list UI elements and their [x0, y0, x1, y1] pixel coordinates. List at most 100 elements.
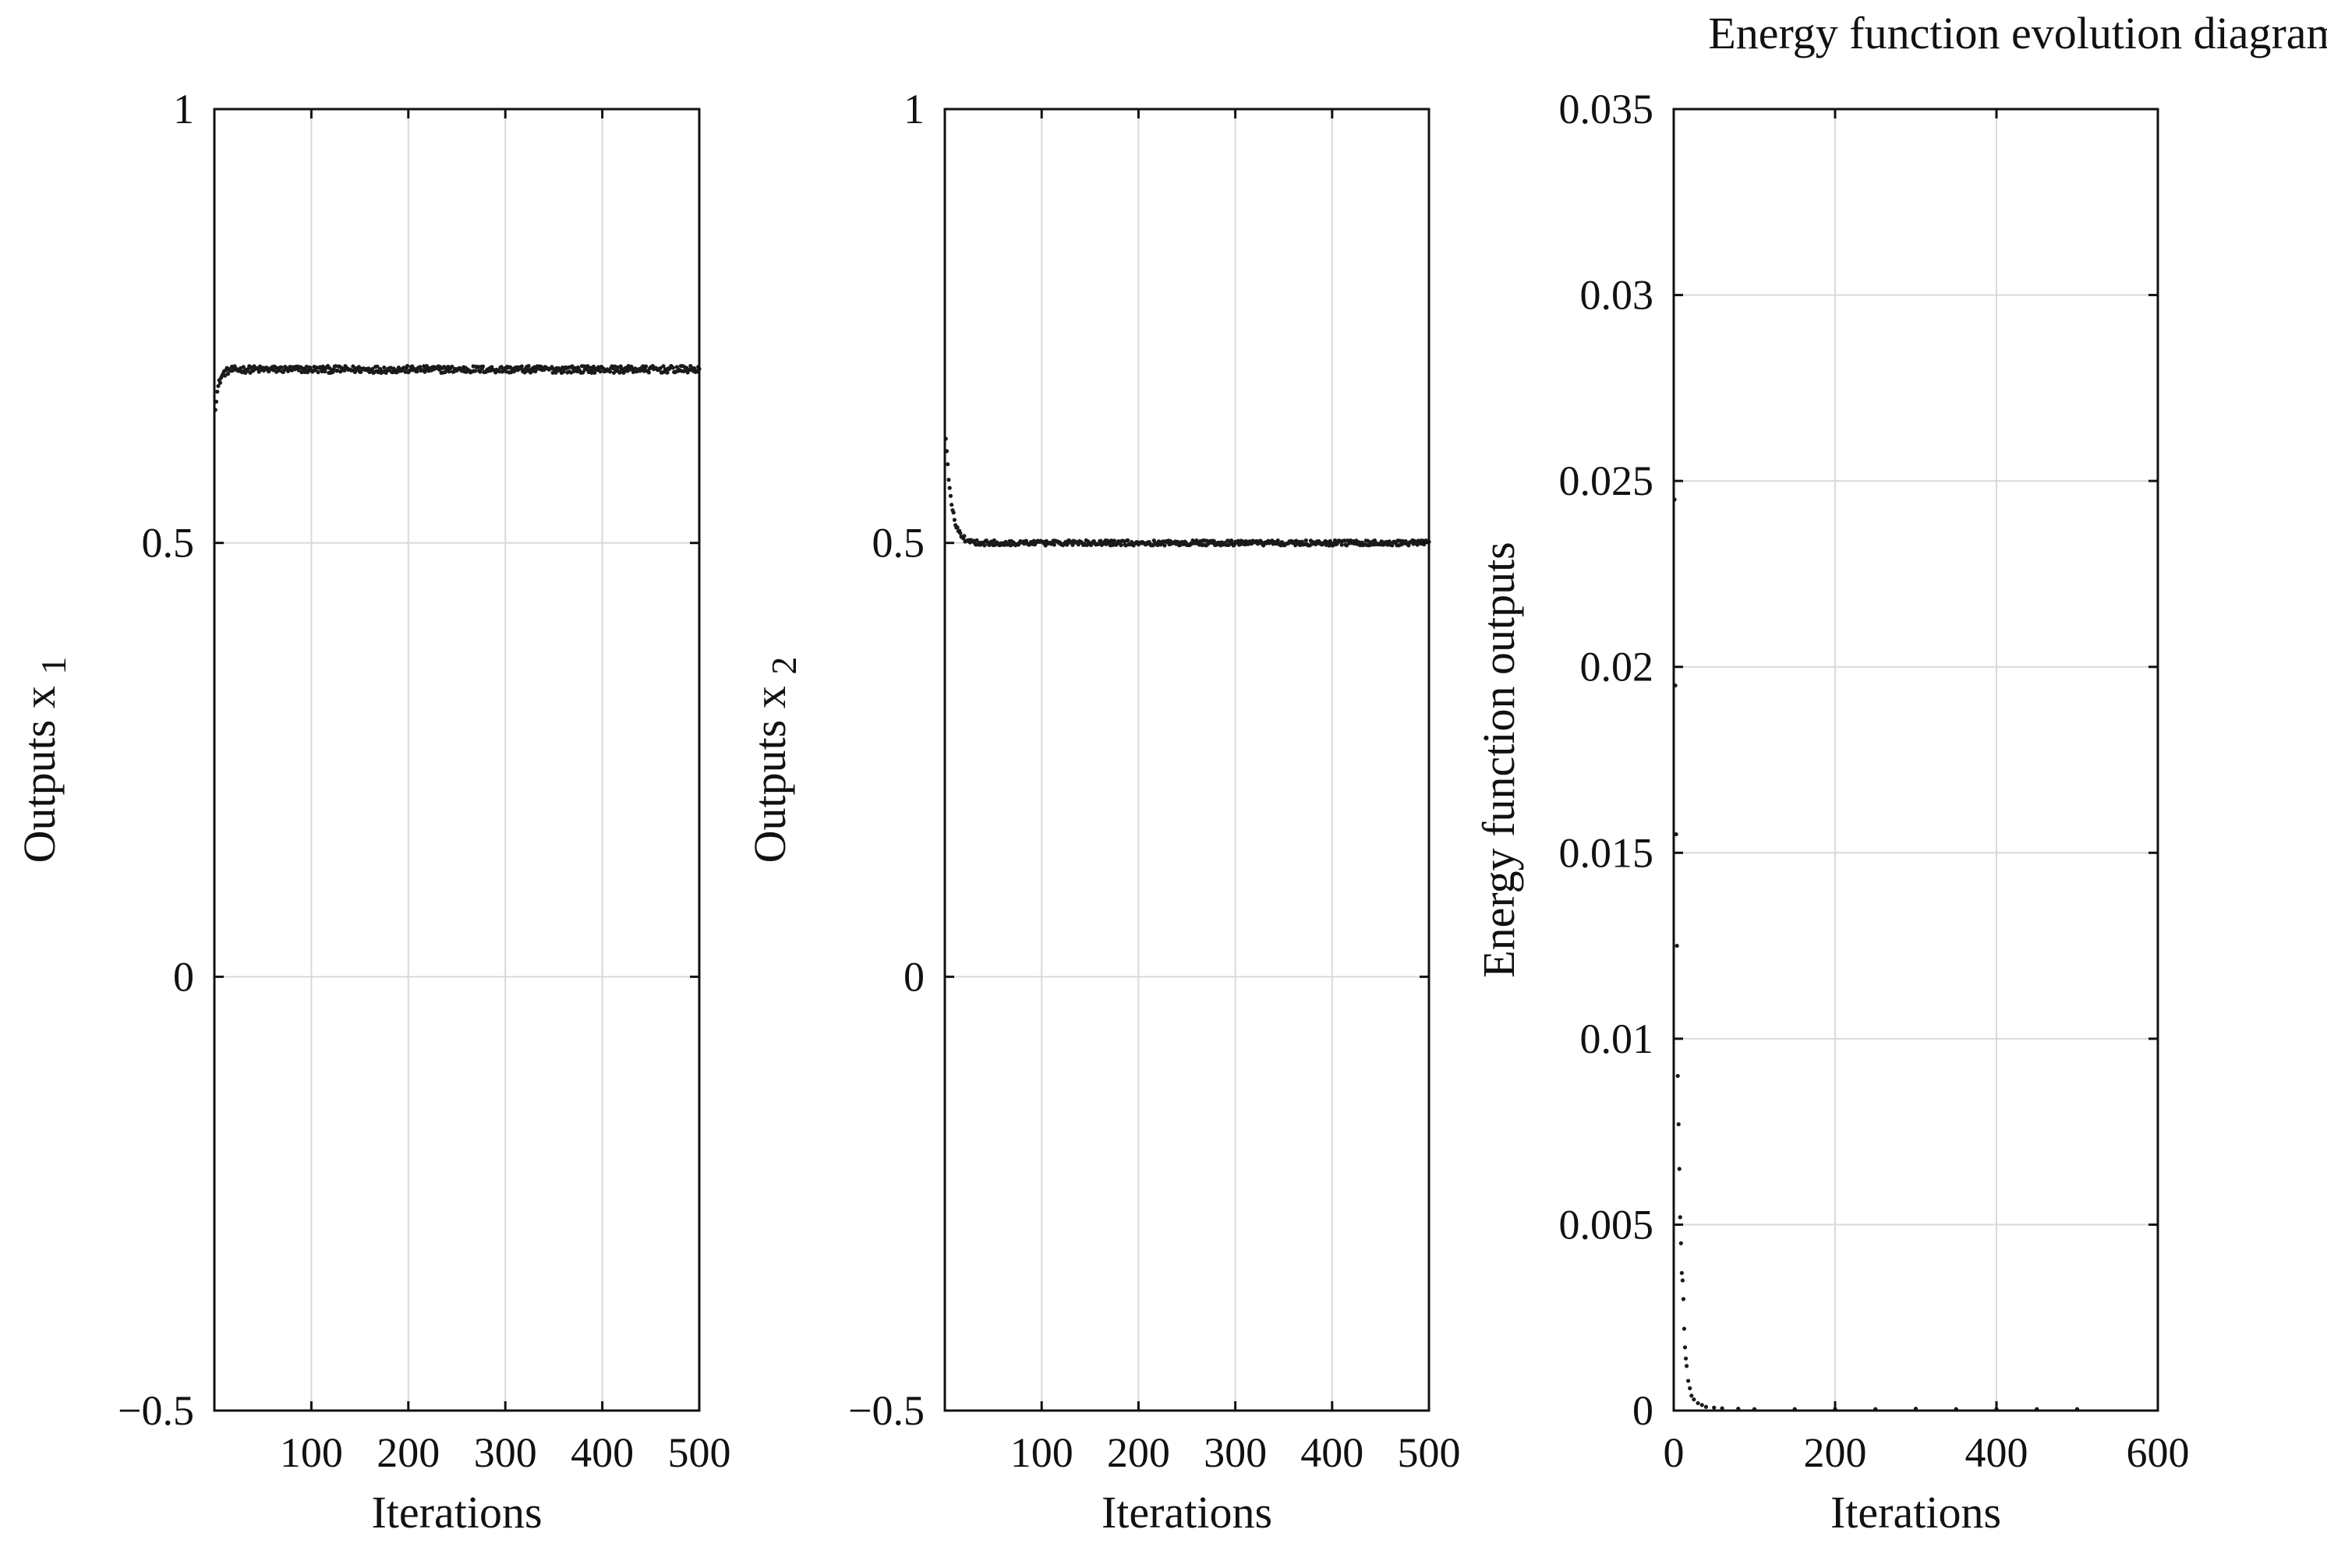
x1-axes-frame [213, 108, 701, 1412]
x2-data-point [952, 517, 957, 522]
x1-data-point [215, 389, 220, 394]
x1-data-point [216, 383, 221, 388]
x1-data-point [665, 370, 670, 375]
x1-data-point [225, 372, 231, 376]
x1-data-point [352, 369, 357, 375]
x1-data-point [351, 364, 355, 369]
x1-data-point [526, 364, 531, 369]
x1-data-point [256, 369, 261, 374]
x2-data-point [1229, 539, 1234, 543]
x1-x-axis-label: Iterations [371, 1487, 542, 1538]
x1-data-point [316, 370, 320, 375]
x1-data-point [418, 365, 423, 369]
x2-data-point [1390, 543, 1395, 548]
x2-data-point [955, 525, 960, 530]
energy-data-point [1674, 832, 1678, 837]
x1-data-point [642, 369, 646, 373]
x1-grid [214, 109, 699, 1411]
panel-outputs-x2: 100 200 300 400 500 −0.5 0 0.5 1 Iterations Outp… [744, 86, 1461, 1538]
x2-x-tick-label: 100 [1010, 1429, 1073, 1476]
energy-data-point [1675, 943, 1679, 948]
x2-y-tick-label: 0 [904, 953, 925, 1000]
x1-y-tick-label: 1 [173, 86, 194, 132]
energy-x-tick-label: 600 [2127, 1429, 2190, 1476]
energy-grid [1674, 109, 2158, 1411]
energy-y-tick-label: 0 [1632, 1387, 1653, 1434]
energy-axes-frame [1672, 108, 2159, 1412]
x2-data-point [962, 534, 967, 539]
energy-data-point [1678, 1241, 1683, 1245]
energy-y-tick-label: 0.03 [1580, 272, 1654, 319]
x1-x-tick-label: 400 [571, 1429, 634, 1476]
x2-y-axis-label: Outputs x 2 [744, 657, 804, 863]
x2-data-point [951, 510, 956, 515]
x1-data-point [443, 369, 447, 375]
x1-data-point [661, 364, 666, 369]
x1-data-point [473, 369, 478, 373]
x1-y-tick-label: 0.5 [142, 520, 195, 567]
x1-trace [213, 363, 702, 412]
x2-trace [943, 436, 1431, 548]
x2-data-point [1332, 538, 1338, 542]
x1-x-tick-label: 100 [280, 1429, 343, 1476]
x2-data-point [1119, 542, 1123, 548]
x1-data-point [497, 369, 502, 374]
x1-data-point [382, 365, 387, 370]
energy-chart-title: Energy function evolution diagram [1708, 8, 2327, 58]
x1-data-point [370, 366, 375, 371]
x2-data-point [1303, 538, 1308, 543]
x2-y-axis-label-subscript: 2 [764, 657, 804, 675]
energy-data-point [1675, 1073, 1680, 1079]
energy-data-point [1677, 1167, 1682, 1171]
x1-data-point [480, 364, 486, 369]
x1-y-axis-label: Outputs x 1 [14, 657, 73, 863]
energy-data-point [1699, 1403, 1704, 1407]
x2-data-point [1052, 542, 1056, 547]
x1-ticks: 100 200 300 400 500 −0.5 0 0.5 1 [118, 86, 730, 1476]
x2-data-point [946, 462, 950, 467]
x1-x-tick-label: 200 [377, 1429, 440, 1476]
x2-data-point [1342, 539, 1347, 543]
energy-trace [1672, 497, 2080, 1411]
x1-x-tick-label: 300 [474, 1429, 537, 1476]
x1-data-point [607, 369, 613, 374]
x1-data-point [592, 370, 597, 375]
energy-data-point [1692, 1397, 1696, 1402]
x1-y-axis-label-main: Outputs x [14, 686, 65, 863]
x1-data-point [403, 369, 408, 374]
energy-data-point [1679, 1270, 1684, 1276]
x2-data-point [1236, 539, 1240, 543]
energy-x-axis-label: Iterations [1830, 1487, 2001, 1538]
panel-energy-function: 0 200 400 600 0 0.005 0.01 0.015 0.02 0.025 0.03 0.… [1473, 8, 2327, 1538]
panel-outputs-x1: 100 200 300 400 500 −0.5 0 0.5 1 Iterations Outp… [14, 86, 731, 1538]
energy-y-tick-label: 0.025 [1559, 457, 1654, 504]
x2-data-point [1225, 539, 1230, 543]
x2-y-axis-label-main: Outputs x [744, 686, 795, 863]
energy-x-tick-label: 0 [1664, 1429, 1685, 1476]
x1-data-point [550, 370, 555, 375]
x2-x-tick-label: 400 [1300, 1429, 1363, 1476]
x2-data-point [1339, 542, 1344, 547]
energy-x-tick-label: 200 [1804, 1429, 1867, 1476]
energy-y-tick-label: 0.015 [1559, 829, 1654, 876]
x2-grid [945, 109, 1429, 1411]
x2-y-tick-label: 1 [904, 86, 925, 132]
x2-data-point [1126, 538, 1130, 542]
x2-data-point [982, 543, 987, 548]
energy-data-point [1684, 1364, 1689, 1368]
x2-data-point [947, 486, 952, 490]
x1-data-point [241, 365, 246, 369]
energy-y-tick-label: 0.02 [1580, 644, 1654, 690]
energy-data-point [1678, 1215, 1682, 1220]
energy-data-point [1688, 1386, 1692, 1390]
x1-data-point [643, 364, 649, 369]
energy-ticks: 0 200 400 600 0 0.005 0.01 0.015 0.02 0.025 0.03 0.… [1559, 86, 2190, 1476]
energy-data-point [1720, 1406, 1724, 1411]
energy-data-point [1680, 1278, 1685, 1283]
energy-data-point [1696, 1400, 1700, 1406]
x2-axes-frame [943, 108, 1431, 1412]
x2-data-point [1162, 543, 1167, 548]
x1-data-point [405, 364, 410, 369]
